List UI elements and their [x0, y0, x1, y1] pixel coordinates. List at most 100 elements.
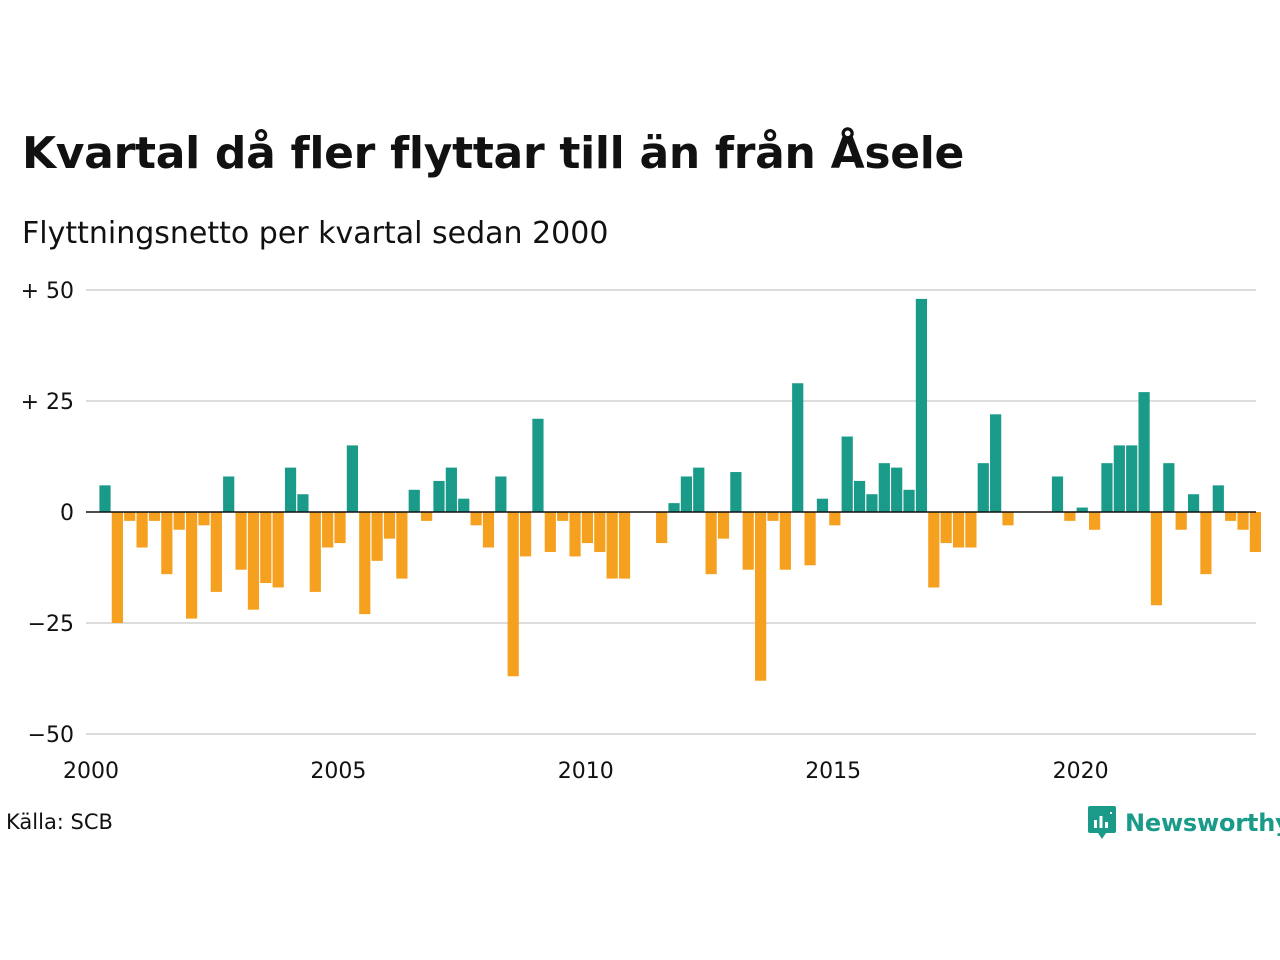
- bar: [656, 512, 668, 544]
- bar: [557, 512, 569, 521]
- bar: [569, 512, 581, 557]
- bar: [371, 512, 383, 561]
- bar: [730, 472, 742, 512]
- bar: [1237, 512, 1249, 530]
- bar: [618, 512, 631, 579]
- bar: [124, 512, 136, 521]
- bar: [779, 512, 791, 570]
- bar: [1138, 392, 1150, 512]
- bar: [680, 476, 692, 512]
- bar: [940, 512, 952, 544]
- bar: [1002, 512, 1014, 526]
- bar: [952, 512, 965, 548]
- bar: [841, 436, 853, 512]
- bar: [1163, 463, 1175, 512]
- bar: [445, 467, 457, 512]
- bar: [519, 512, 532, 557]
- bar: [470, 512, 482, 526]
- bar: [866, 494, 878, 512]
- bar: [594, 512, 606, 552]
- bar: [1249, 512, 1262, 552]
- bar: [334, 512, 346, 544]
- bar: [309, 512, 321, 592]
- newsworthy-logo-text: Newsworthy: [1125, 809, 1280, 837]
- bar: [581, 512, 594, 544]
- bar: [148, 512, 161, 521]
- bar: [1101, 463, 1113, 512]
- bar: [1089, 512, 1101, 530]
- bar: [755, 512, 767, 681]
- bar: [247, 512, 260, 610]
- bar: [878, 463, 890, 512]
- bar: [359, 512, 371, 615]
- y-tick-label: + 50: [21, 279, 74, 304]
- bar: [198, 512, 210, 526]
- y-axis-labels: + 50 + 25 0 −25 −50: [21, 279, 74, 748]
- bar: [544, 512, 556, 552]
- bar: [458, 498, 470, 512]
- bar: [346, 445, 358, 512]
- bar: [532, 418, 544, 512]
- bar: [495, 476, 507, 512]
- bar: [185, 512, 198, 619]
- bar: [99, 485, 111, 512]
- bar: [990, 414, 1002, 512]
- bar: [482, 512, 495, 548]
- bar: [717, 512, 730, 539]
- bar: [1187, 494, 1200, 512]
- bar: [161, 512, 173, 575]
- bar: [816, 498, 829, 512]
- grid-lines: [86, 289, 1256, 735]
- bar: [891, 467, 903, 512]
- source-note: Källa: SCB: [6, 810, 113, 834]
- bar: [408, 489, 420, 512]
- bar: [433, 480, 445, 512]
- bar: [1113, 445, 1125, 512]
- bar: [235, 512, 247, 570]
- x-tick-label: 2010: [558, 759, 614, 784]
- bar: [965, 512, 977, 548]
- y-tick-label: 0: [60, 501, 74, 526]
- bar: [804, 512, 816, 566]
- bar: [396, 512, 408, 579]
- bar: [284, 467, 297, 512]
- bar: [742, 512, 754, 570]
- bar: [1200, 512, 1212, 575]
- newsworthy-logo-icon: [1088, 806, 1116, 839]
- bar: [260, 512, 272, 584]
- bar: [792, 383, 804, 512]
- bar: [1076, 507, 1088, 512]
- bars: [99, 298, 1262, 681]
- bar: [1175, 512, 1187, 530]
- bar: [272, 512, 284, 588]
- bar: [111, 512, 123, 623]
- bar: [1212, 485, 1224, 512]
- bar: [136, 512, 148, 548]
- newsworthy-logo[interactable]: Newsworthy: [1087, 803, 1280, 843]
- chart-title: Kvartal då fler flyttar till än från Åse…: [22, 128, 965, 179]
- bar: [507, 512, 519, 677]
- bar: [1051, 476, 1064, 512]
- x-tick-label: 2000: [63, 759, 119, 784]
- bar: [903, 489, 915, 512]
- bar: [928, 512, 940, 588]
- bar: [173, 512, 185, 530]
- bar: [210, 512, 222, 592]
- x-tick-label: 2005: [310, 759, 366, 784]
- bar: [1126, 445, 1138, 512]
- x-tick-label: 2015: [805, 759, 861, 784]
- bar: [853, 480, 866, 512]
- bar: [297, 494, 309, 512]
- bar-chart: + 50 + 25 0 −25 −50 2000 2005 2010 2015 2020: [21, 279, 1262, 784]
- y-tick-label: + 25: [21, 390, 74, 415]
- chart-subtitle: Flyttningsnetto per kvartal sedan 2000: [22, 216, 609, 251]
- bar: [383, 512, 396, 539]
- bar: [1064, 512, 1076, 521]
- bar: [606, 512, 618, 579]
- bar: [693, 467, 705, 512]
- bar: [223, 476, 235, 512]
- bar: [705, 512, 717, 575]
- x-tick-label: 2020: [1053, 759, 1109, 784]
- x-axis-labels: 2000 2005 2010 2015 2020: [63, 759, 1109, 784]
- bar: [322, 512, 334, 548]
